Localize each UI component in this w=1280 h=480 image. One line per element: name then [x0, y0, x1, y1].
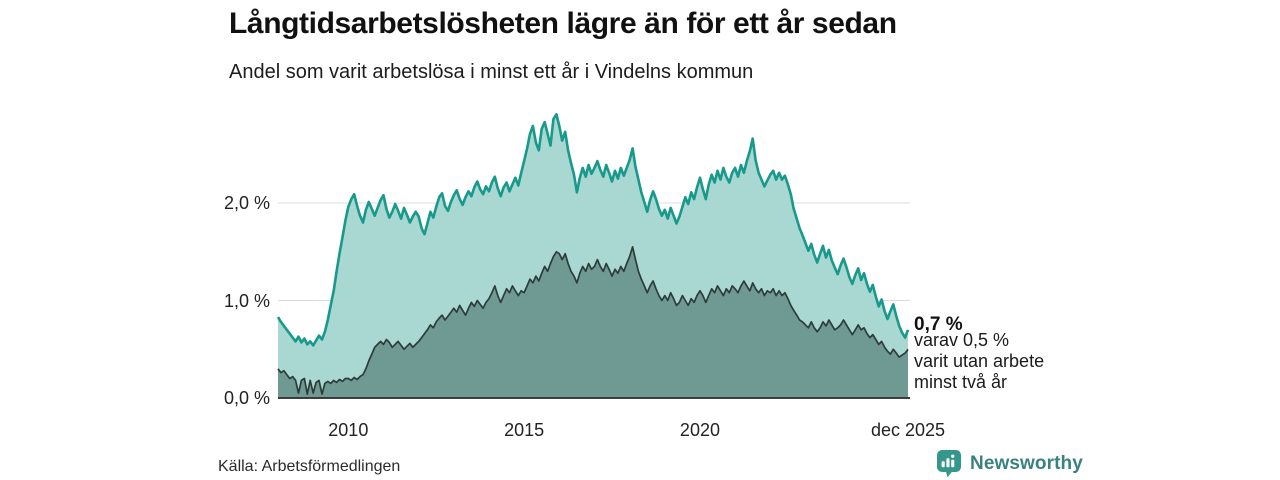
latest-subvalue-annotation: varav 0,5 % varit utan arbete minst två …	[914, 330, 1044, 393]
area-fill	[278, 246, 908, 398]
chart-subtitle: Andel som varit arbetslösa i minst ett å…	[229, 61, 754, 83]
newsworthy-logo[interactable]: Newsworthy	[936, 449, 1083, 478]
series-line	[276, 113, 910, 347]
newsworthy-bubble-chart-icon	[936, 449, 962, 478]
annotation-line: minst två år	[914, 372, 1008, 392]
series-line	[277, 246, 909, 395]
source-attribution: Källa: Arbetsförmedlingen	[218, 458, 401, 475]
newsworthy-wordmark: Newsworthy	[970, 452, 1083, 474]
annotation-line: varav 0,5 %	[914, 330, 1010, 350]
annotation-line: varit utan arbete	[914, 351, 1045, 371]
latest-value-label: 0,7 %	[914, 314, 963, 335]
page-title: Långtidsarbetslösheten lägre än för ett …	[229, 7, 897, 40]
